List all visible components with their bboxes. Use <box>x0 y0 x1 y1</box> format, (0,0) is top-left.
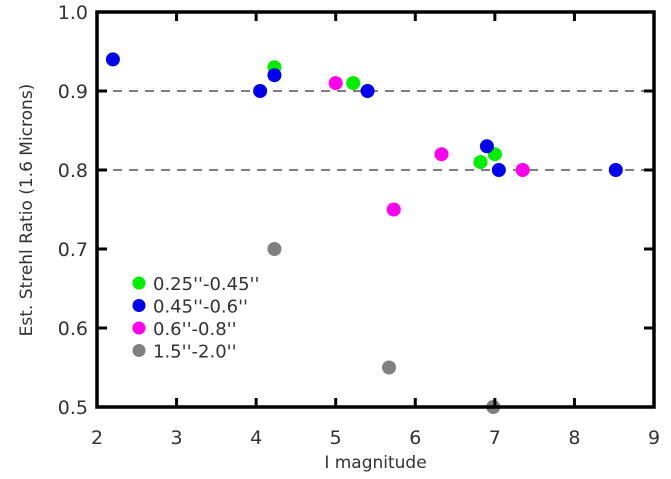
x-axis-ticks: 2 3 4 5 6 7 8 9 <box>91 12 660 449</box>
x-tick-label: 3 <box>171 427 183 449</box>
x-tick-label: 2 <box>91 427 103 449</box>
data-point <box>608 163 623 177</box>
legend-marker-icon <box>132 276 146 290</box>
data-point <box>267 68 282 83</box>
legend-marker-icon <box>132 344 146 357</box>
legend: 0.25''-0.45''0.45''-0.6''0.6''-0.8''1.5'… <box>132 274 259 363</box>
data-point <box>382 360 397 375</box>
legend-marker-icon <box>132 321 146 335</box>
x-tick-label: 7 <box>489 427 501 449</box>
legend-label: 1.5''-2.0'' <box>153 342 237 363</box>
data-point <box>491 163 506 177</box>
y-tick-label: 0.8 <box>58 160 88 182</box>
data-point <box>346 76 361 91</box>
data-point <box>434 147 449 162</box>
x-tick-label: 5 <box>330 427 342 449</box>
data-point <box>386 202 401 217</box>
x-tick-label: 8 <box>568 427 580 449</box>
data-point <box>360 84 375 98</box>
legend-label: 0.45''-0.6'' <box>153 297 248 318</box>
reference-lines <box>97 90 654 171</box>
legend-label: 0.25''-0.45'' <box>153 274 259 295</box>
data-point <box>253 84 268 98</box>
y-tick-label: 0.7 <box>58 239 88 261</box>
x-tick-label: 9 <box>648 427 660 449</box>
x-tick-label: 6 <box>409 427 421 449</box>
x-axis-label: I magnitude <box>324 453 426 473</box>
data-point <box>515 163 530 177</box>
y-tick-label: 0.9 <box>58 81 88 103</box>
x-tick-label: 4 <box>250 427 262 449</box>
y-axis-label: Est. Strehl Ratio (1.6 Microns) <box>17 84 37 337</box>
data-point <box>479 139 494 154</box>
data-point <box>473 155 488 170</box>
y-tick-label: 0.6 <box>58 318 88 340</box>
data-point <box>267 242 282 256</box>
plot-frame <box>95 10 656 409</box>
data-points <box>105 52 623 414</box>
legend-marker-icon <box>132 299 146 312</box>
data-point <box>328 76 343 91</box>
legend-label: 0.6''-0.8'' <box>153 319 237 340</box>
data-point <box>105 52 120 67</box>
y-tick-label: 1.0 <box>58 2 88 24</box>
y-axis-ticks: 0.5 0.6 0.7 0.8 0.9 1.0 <box>58 2 654 419</box>
y-tick-label: 0.5 <box>58 397 88 419</box>
